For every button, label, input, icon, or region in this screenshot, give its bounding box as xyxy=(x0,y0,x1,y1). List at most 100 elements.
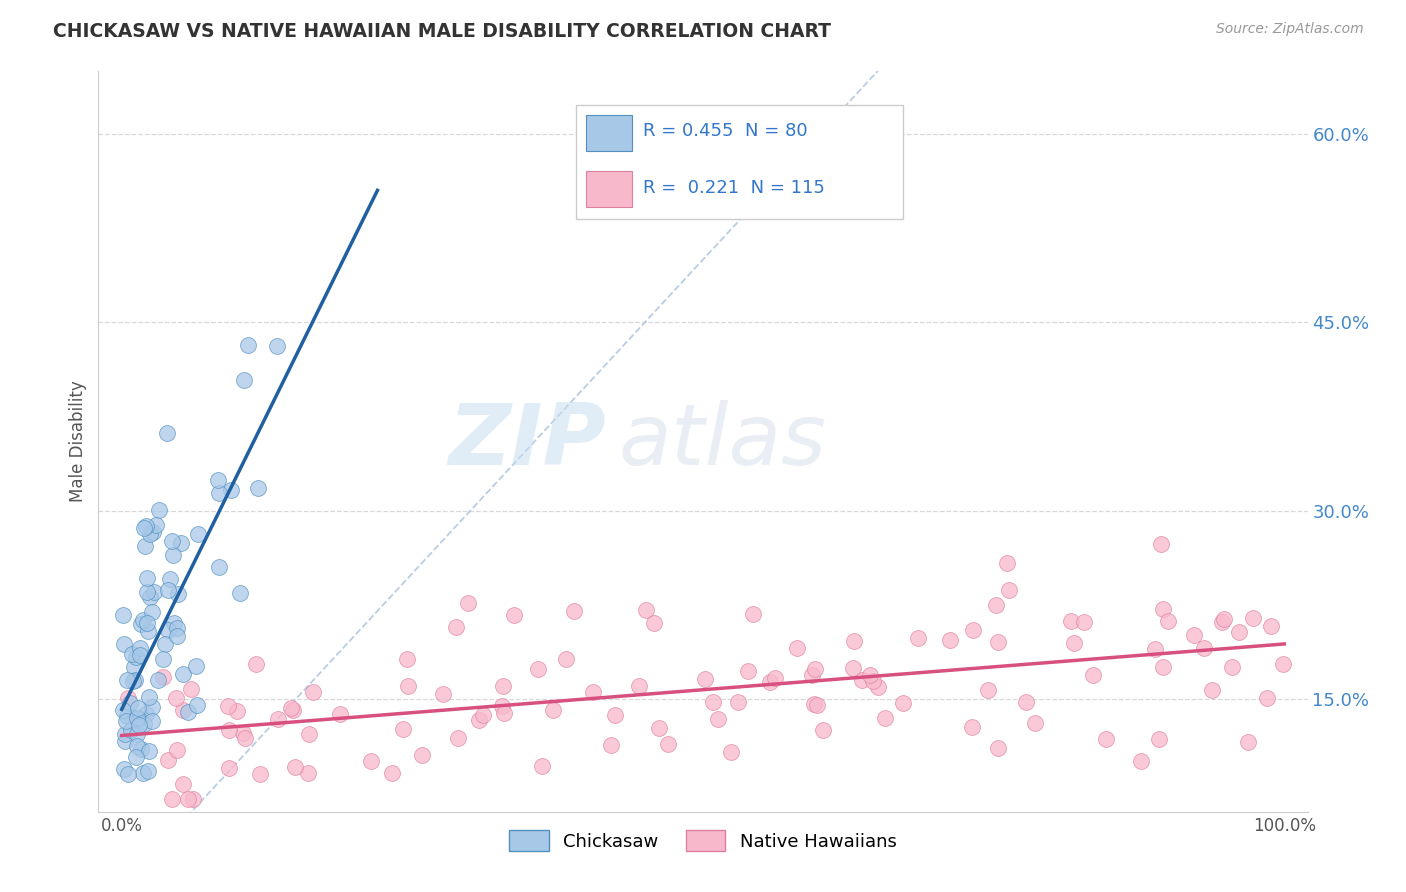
Point xyxy=(112,762,135,776)
Point xyxy=(218,723,240,738)
Point xyxy=(184,658,207,673)
Point xyxy=(156,425,179,440)
Point xyxy=(806,698,828,712)
Text: CHICKASAW VS NATIVE HAWAIIAN MALE DISABILITY CORRELATION CHART: CHICKASAW VS NATIVE HAWAIIAN MALE DISABI… xyxy=(53,22,831,41)
Point xyxy=(145,518,167,533)
Point xyxy=(1260,619,1282,633)
Point xyxy=(396,679,419,693)
Point xyxy=(627,679,650,693)
Point xyxy=(395,651,418,665)
Point xyxy=(142,524,165,539)
Point xyxy=(1150,537,1173,551)
Point xyxy=(813,723,835,738)
Point xyxy=(114,637,136,651)
Point xyxy=(138,744,160,758)
Point xyxy=(1081,667,1104,681)
Point xyxy=(281,703,304,717)
Point xyxy=(657,737,679,751)
Point xyxy=(1095,732,1118,747)
Point xyxy=(134,539,156,553)
Point xyxy=(859,668,882,682)
Point xyxy=(166,743,188,757)
Point xyxy=(132,613,155,627)
Point xyxy=(125,739,148,754)
Point xyxy=(111,703,134,717)
Point xyxy=(163,615,186,630)
Point xyxy=(727,696,749,710)
Point xyxy=(117,691,139,706)
Point xyxy=(381,765,404,780)
Point xyxy=(693,672,716,686)
Point xyxy=(157,582,180,597)
Point xyxy=(136,764,159,778)
Point xyxy=(121,647,143,661)
Point xyxy=(1156,614,1178,628)
Point xyxy=(457,596,479,610)
Point xyxy=(226,704,249,718)
Point xyxy=(152,670,174,684)
Point xyxy=(166,629,188,643)
Point xyxy=(127,701,149,715)
Point xyxy=(582,685,605,699)
Point xyxy=(444,620,467,634)
Point xyxy=(648,721,671,735)
Point xyxy=(541,703,564,717)
Point xyxy=(132,766,155,780)
Text: atlas: atlas xyxy=(619,400,827,483)
Point xyxy=(893,696,915,710)
Point xyxy=(141,700,163,714)
Point xyxy=(118,696,141,710)
Point xyxy=(468,714,491,728)
Point xyxy=(156,623,179,637)
Y-axis label: Male Disability: Male Disability xyxy=(69,381,87,502)
Point xyxy=(1129,755,1152,769)
Point xyxy=(218,761,240,775)
Point xyxy=(491,698,513,713)
Point xyxy=(232,373,254,387)
Point xyxy=(124,673,146,687)
Point xyxy=(800,668,823,682)
Point xyxy=(1147,732,1170,747)
Point xyxy=(148,503,170,517)
Point xyxy=(124,650,146,665)
Point xyxy=(245,657,267,672)
Point xyxy=(183,792,205,806)
Point xyxy=(1152,660,1174,674)
FancyBboxPatch shape xyxy=(586,171,631,207)
Point xyxy=(129,640,152,655)
Point xyxy=(125,711,148,725)
Point xyxy=(786,641,808,656)
Legend: Chickasaw, Native Hawaiians: Chickasaw, Native Hawaiians xyxy=(502,823,904,858)
Point xyxy=(139,590,162,604)
Point xyxy=(284,760,307,774)
Point xyxy=(132,716,155,731)
Point xyxy=(1060,615,1083,629)
Point xyxy=(976,683,998,698)
Point xyxy=(159,572,181,586)
Point xyxy=(530,759,553,773)
Point xyxy=(298,726,321,740)
Point xyxy=(1073,615,1095,629)
Point xyxy=(1144,641,1167,656)
Point xyxy=(186,698,208,713)
Point xyxy=(803,662,825,676)
Point xyxy=(302,685,325,699)
Point xyxy=(1211,615,1233,629)
Point xyxy=(741,607,763,621)
Point xyxy=(121,673,143,688)
Text: ZIP: ZIP xyxy=(449,400,606,483)
Point xyxy=(527,662,550,676)
Point xyxy=(117,709,139,723)
Point xyxy=(492,679,515,693)
Point xyxy=(170,535,193,549)
Point xyxy=(238,337,260,351)
Point xyxy=(165,691,187,706)
Point xyxy=(555,652,578,666)
Point xyxy=(172,703,194,717)
Point xyxy=(702,695,724,709)
Point xyxy=(600,738,623,752)
Point xyxy=(233,731,256,745)
Point xyxy=(1243,611,1265,625)
Point xyxy=(862,673,884,688)
Point xyxy=(1222,660,1244,674)
